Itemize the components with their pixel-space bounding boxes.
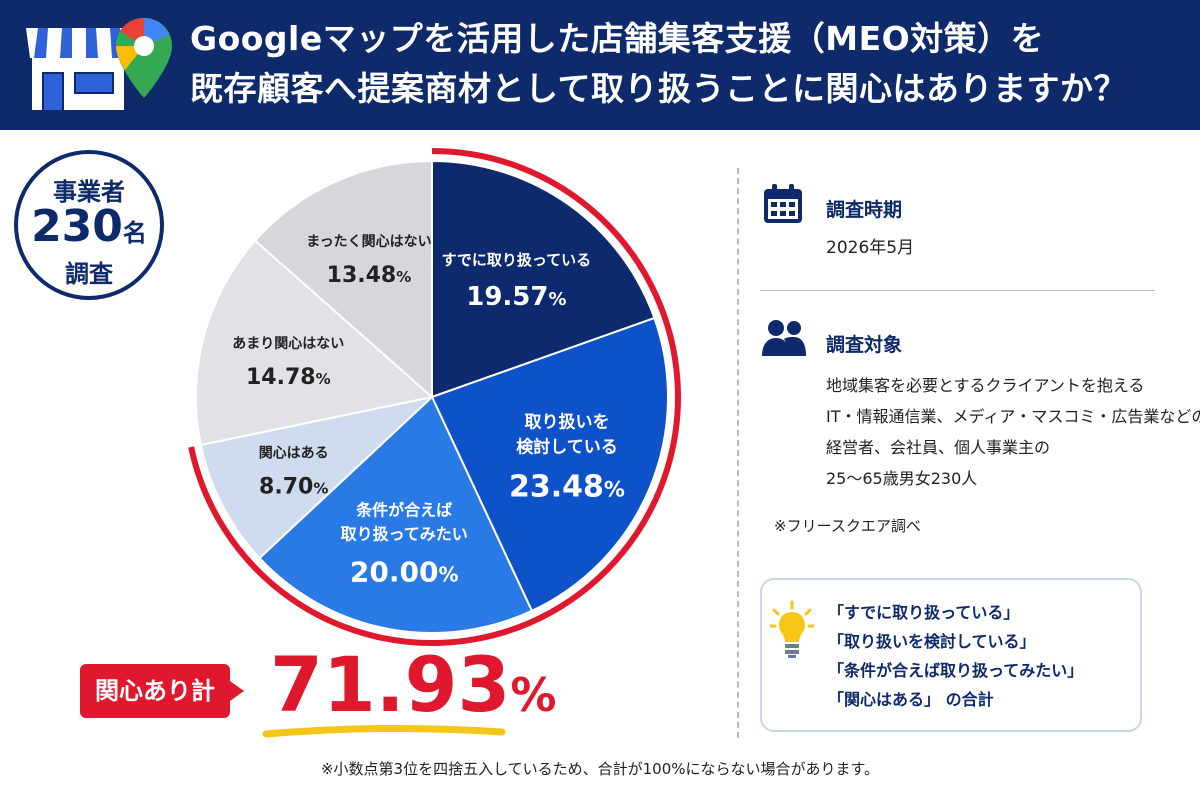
- source-note: ※フリースクエア調べ: [774, 517, 921, 535]
- pie-slice-2: [430, 316, 669, 613]
- slice-label-3: 条件が合えば: [355, 501, 452, 520]
- target-description: 地域集客を必要とするクライアントを抱える IT・情報通信業、メディア・マスコミ・…: [826, 376, 1200, 488]
- interest-highlight-arc: [188, 148, 681, 646]
- pie-slice-6: [253, 159, 433, 400]
- slice-label-1: すでに取り扱っている: [442, 251, 591, 269]
- page-title: Googleマップを活用した店舗集客支援（MEO対策）を 既存顧客へ提案商材とし…: [190, 19, 1128, 108]
- light-bulb-icon: [770, 600, 814, 658]
- slice-label-5: あまり関心はない: [232, 336, 344, 352]
- slice-value-2: 23.48%: [509, 469, 625, 504]
- slice-label-6: まったく関心はない: [306, 234, 431, 250]
- slice-label-2: 取り扱いを: [524, 411, 609, 432]
- slice-value-6: 13.48%: [327, 263, 412, 288]
- note-text: 「すでに取り扱っている」 「取り扱いを検討している」 「条件が合えば取り扱ってみ…: [828, 603, 1084, 709]
- slice-label-4: 関心はある: [259, 446, 329, 462]
- slice-label-3: 取り扱ってみたい: [341, 525, 468, 544]
- total-underline: [262, 724, 506, 738]
- slice-label-2: 検討している: [516, 436, 618, 457]
- slice-value-4: 8.70%: [259, 475, 328, 500]
- badge-count: 230名: [31, 201, 147, 252]
- total-label: 関心あり計: [80, 664, 244, 718]
- footnote: ※小数点第3位を四捨五入しているため、合計が100%にならない場合があります。: [320, 760, 880, 778]
- pie-chart: すでに取り扱っている 19.57% 取り扱いを検討している 23.48% 条件が合えば取…: [188, 148, 681, 646]
- people-icon: [762, 320, 806, 356]
- slice-value-5: 14.78%: [246, 365, 331, 390]
- pie-slice-4: [199, 395, 436, 560]
- store-and-map-pin-icon: [26, 18, 172, 110]
- horizontal-divider: [760, 290, 1155, 291]
- calendar-icon: [764, 184, 802, 223]
- note-box: [760, 578, 1142, 732]
- header: Googleマップを活用した店舗集客支援（MEO対策）を 既存顧客へ提案商材とし…: [0, 0, 1200, 130]
- pie-slice-3: [258, 395, 534, 634]
- target-heading: 調査対象: [826, 334, 903, 356]
- total-value: 71.93%: [270, 640, 557, 729]
- slice-value-1: 19.57%: [466, 282, 566, 312]
- vertical-divider: [737, 168, 739, 738]
- badge-label: 事業者: [53, 178, 125, 206]
- pie-slice-1: [431, 159, 656, 399]
- slice-value-3: 20.00%: [350, 556, 459, 589]
- period-value: 2026年5月: [826, 238, 915, 258]
- badge-caption: 調査: [65, 260, 113, 288]
- pie-slice-5: [195, 239, 435, 447]
- survey-count-badge: 事業者 230名 調査: [14, 150, 164, 300]
- period-heading: 調査時期: [826, 199, 903, 221]
